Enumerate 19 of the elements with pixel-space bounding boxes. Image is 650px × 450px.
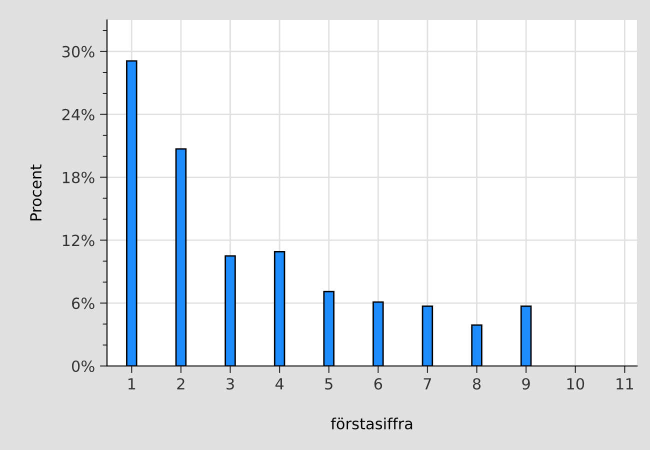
y-tick-label: 30% <box>62 46 94 58</box>
x-tick-label: 6 <box>374 378 382 390</box>
x-tick-label: 5 <box>325 378 332 390</box>
x-tick-label: 11 <box>616 378 633 390</box>
y-tick-label: 6% <box>72 298 94 310</box>
x-tick-label: 2 <box>177 378 184 390</box>
y-axis-title: Procent <box>30 164 42 220</box>
y-tick-label: 0% <box>72 360 94 372</box>
x-tick-label: 9 <box>522 378 530 390</box>
x-tick-label: 1 <box>128 378 136 390</box>
x-tick-label: 3 <box>226 378 234 390</box>
y-tick-label: 24% <box>62 108 94 120</box>
y-tick-label: 18% <box>62 172 94 184</box>
y-tick-label: 12% <box>62 234 94 246</box>
x-tick-label: 7 <box>424 378 432 390</box>
x-tick-label: 10 <box>567 378 584 390</box>
x-tick-label: 4 <box>275 378 284 390</box>
x-tick-label: 8 <box>472 378 481 390</box>
x-axis-title: förstasiffra <box>330 418 412 430</box>
